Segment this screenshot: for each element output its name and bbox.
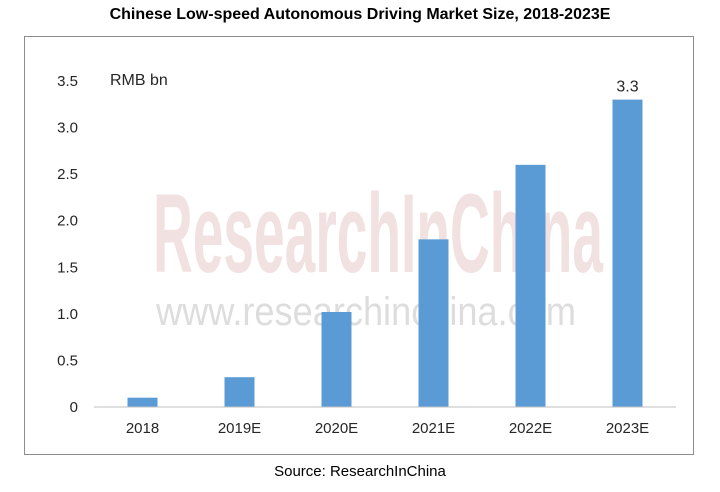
x-tick-label: 2018 [126, 420, 159, 437]
x-tick-label: 2023E [606, 420, 649, 437]
y-tick-label: 1.0 [57, 306, 78, 323]
bar-2021e [418, 239, 449, 407]
y-axis: 0 0.5 1.0 1.5 2.0 2.5 3.0 3.5 [57, 73, 78, 416]
bar-2018 [127, 397, 158, 407]
x-tick-label: 2021E [412, 420, 455, 437]
bars [127, 99, 643, 407]
watermark-url: www.researchinchina.com [155, 290, 576, 334]
y-tick-label: 3.0 [57, 120, 78, 137]
x-axis: 2018 2019E 2020E 2021E 2022E 2023E [126, 420, 649, 437]
y-tick-label: 0 [70, 399, 78, 416]
unit-label: RMB bn [110, 72, 168, 89]
y-tick-label: 3.5 [57, 73, 78, 90]
bar-2020e [321, 311, 352, 407]
source-note: Source: ResearchInChina [274, 463, 446, 480]
x-tick-label: 2019E [218, 420, 261, 437]
x-tick-label: 2020E [315, 420, 358, 437]
x-tick-label: 2022E [509, 420, 552, 437]
data-labels: 3.3 [616, 79, 638, 96]
bar-2019e [224, 377, 255, 407]
y-tick-label: 2.0 [57, 213, 78, 230]
bar-2023e [612, 99, 643, 407]
data-label: 3.3 [616, 79, 638, 96]
bar-2022e [515, 164, 546, 407]
y-tick-label: 0.5 [57, 352, 78, 369]
y-tick-label: 1.5 [57, 259, 78, 276]
y-tick-label: 2.5 [57, 166, 78, 183]
chart-title: Chinese Low-speed Autonomous Driving Mar… [109, 6, 611, 23]
chart-frame [24, 36, 694, 455]
